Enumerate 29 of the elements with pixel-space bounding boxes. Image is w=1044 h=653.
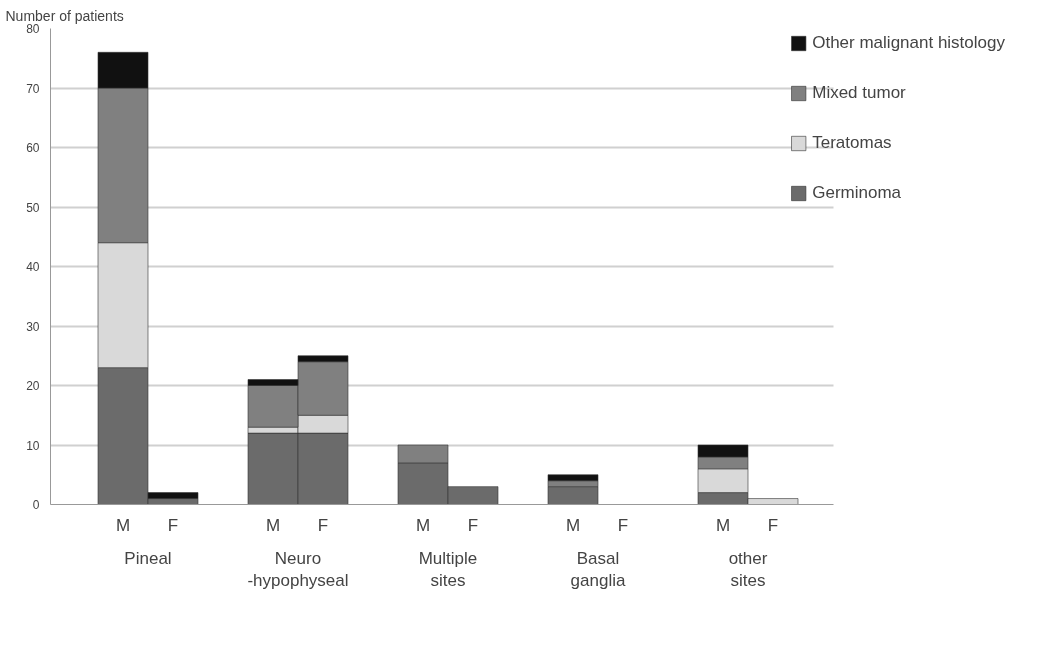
y-tick-label: 20	[26, 379, 40, 393]
x-tick-label: M	[415, 515, 431, 535]
text: other sites	[728, 548, 768, 591]
legend-label: Mixed tumor	[812, 83, 906, 103]
x-tick-label: F	[317, 515, 329, 535]
y-tick-label: 80	[26, 22, 40, 36]
text: Pineal	[124, 548, 172, 568]
x-tick-label: M	[715, 515, 731, 535]
x-tick-label: M	[115, 515, 131, 535]
y-tick-label: 50	[26, 200, 40, 215]
y-axis-title: Number of patients	[5, 7, 124, 24]
legend-label: Teratomas	[812, 133, 892, 153]
x-tick-label: F	[467, 515, 479, 535]
x-tick-label: F	[767, 515, 779, 535]
y-tick-label: 30	[26, 319, 40, 334]
text: Multiple sites	[418, 548, 478, 591]
text: Neuro -hypophyseal	[247, 548, 349, 591]
x-tick-label: M	[265, 515, 281, 535]
y-tick-label: 0	[32, 498, 40, 512]
text: Basal ganglia	[570, 548, 626, 591]
y-tick-label: 70	[26, 81, 40, 96]
x-tick-label: M	[565, 515, 581, 535]
legend-label: Germinoma	[812, 183, 902, 203]
y-tick-label: 10	[26, 438, 40, 453]
x-tick-label: F	[167, 515, 179, 535]
y-tick-label: 60	[26, 141, 40, 155]
y-tick-label: 40	[26, 260, 40, 274]
x-tick-label: F	[617, 515, 629, 535]
legend-label: Other malignant histology	[812, 33, 1005, 53]
